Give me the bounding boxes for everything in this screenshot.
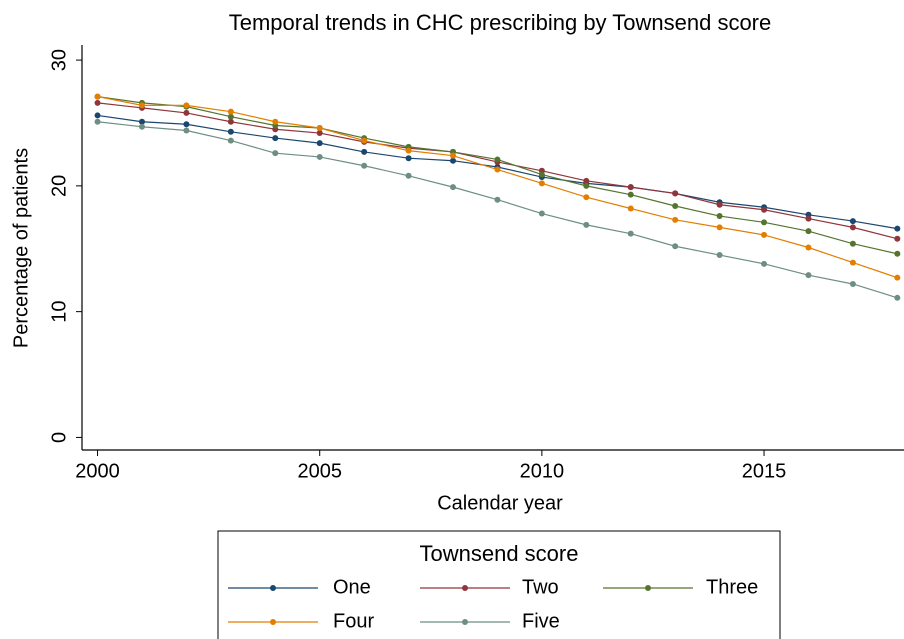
data-point	[849, 224, 856, 231]
legend-label: Five	[522, 610, 560, 632]
data-point	[94, 99, 101, 106]
data-point	[716, 224, 723, 231]
data-point	[316, 125, 323, 132]
data-point	[627, 184, 634, 191]
data-point	[450, 152, 457, 159]
data-point	[138, 102, 145, 109]
data-point	[716, 201, 723, 208]
data-point	[805, 228, 812, 235]
data-point	[538, 210, 545, 217]
data-point	[761, 260, 768, 267]
data-point	[761, 219, 768, 226]
data-point	[227, 108, 234, 115]
data-point	[894, 294, 901, 301]
data-point	[672, 243, 679, 250]
data-point	[405, 155, 412, 162]
x-axis-label: Calendar year	[437, 492, 563, 514]
data-point	[583, 221, 590, 228]
data-point	[450, 184, 457, 191]
x-tick-label: 2005	[297, 460, 342, 482]
data-point	[272, 150, 279, 157]
data-point	[361, 148, 368, 155]
data-point	[494, 156, 501, 163]
legend-marker	[462, 619, 468, 625]
data-point	[849, 240, 856, 247]
data-point	[316, 130, 323, 137]
data-point	[627, 191, 634, 198]
data-point	[227, 113, 234, 120]
legend-label: One	[333, 576, 371, 598]
data-point	[583, 194, 590, 201]
data-point	[894, 225, 901, 232]
data-point	[805, 244, 812, 251]
data-point	[849, 218, 856, 225]
data-point	[227, 118, 234, 125]
data-point	[849, 280, 856, 287]
x-tick-label: 2010	[520, 460, 565, 482]
data-point	[405, 147, 412, 154]
data-point	[138, 123, 145, 130]
data-point	[627, 205, 634, 212]
legend-marker	[270, 585, 276, 591]
y-tick-label: 20	[48, 175, 70, 197]
data-point	[894, 235, 901, 242]
data-point	[805, 272, 812, 279]
data-point	[538, 171, 545, 178]
legend-marker	[645, 585, 651, 591]
y-axis-label: Percentage of patients	[10, 148, 32, 348]
chart-title: Temporal trends in CHC prescribing by To…	[229, 10, 772, 35]
data-point	[272, 118, 279, 125]
data-point	[183, 121, 190, 128]
data-point	[405, 172, 412, 179]
legend-label: Three	[706, 576, 758, 598]
data-point	[316, 153, 323, 160]
x-tick-label: 2000	[75, 460, 120, 482]
data-point	[761, 231, 768, 238]
data-point	[805, 215, 812, 222]
data-point	[94, 112, 101, 119]
data-point	[716, 252, 723, 259]
legend-title: Townsend score	[420, 541, 579, 566]
data-point	[94, 118, 101, 125]
data-point	[761, 206, 768, 213]
data-point	[672, 216, 679, 223]
data-point	[672, 190, 679, 197]
x-tick-label: 2015	[742, 460, 787, 482]
data-point	[361, 137, 368, 144]
data-point	[361, 162, 368, 169]
legend-marker	[270, 619, 276, 625]
data-point	[183, 127, 190, 134]
data-point	[94, 93, 101, 100]
data-point	[716, 213, 723, 220]
data-point	[316, 140, 323, 147]
data-point	[494, 166, 501, 173]
data-point	[583, 182, 590, 189]
data-point	[138, 118, 145, 125]
y-tick-label: 30	[48, 49, 70, 71]
data-point	[227, 128, 234, 135]
data-point	[494, 196, 501, 203]
data-point	[627, 230, 634, 237]
legend-marker	[462, 585, 468, 591]
data-point	[450, 157, 457, 164]
y-tick-label: 0	[48, 432, 70, 443]
data-point	[227, 137, 234, 144]
legend-label: Four	[333, 610, 374, 632]
data-point	[183, 109, 190, 116]
legend-box	[217, 530, 781, 639]
data-point	[183, 102, 190, 109]
y-tick-label: 10	[48, 301, 70, 323]
data-point	[849, 259, 856, 266]
data-point	[272, 135, 279, 142]
data-point	[894, 250, 901, 257]
data-point	[538, 180, 545, 187]
data-point	[583, 177, 590, 184]
data-point	[894, 274, 901, 281]
legend-label: Two	[522, 576, 559, 598]
data-point	[672, 202, 679, 209]
